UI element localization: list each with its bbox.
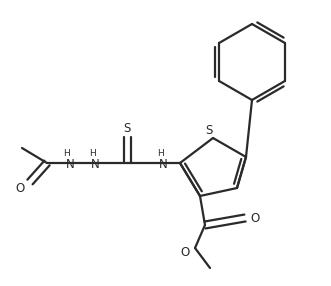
Text: N: N bbox=[66, 158, 74, 170]
Text: O: O bbox=[250, 212, 260, 225]
Text: O: O bbox=[15, 182, 24, 194]
Text: H: H bbox=[89, 150, 95, 158]
Text: N: N bbox=[159, 158, 167, 170]
Text: H: H bbox=[64, 150, 71, 158]
Text: S: S bbox=[123, 122, 131, 134]
Text: O: O bbox=[180, 245, 190, 259]
Text: S: S bbox=[205, 124, 213, 136]
Text: H: H bbox=[157, 150, 164, 158]
Text: N: N bbox=[91, 158, 99, 170]
